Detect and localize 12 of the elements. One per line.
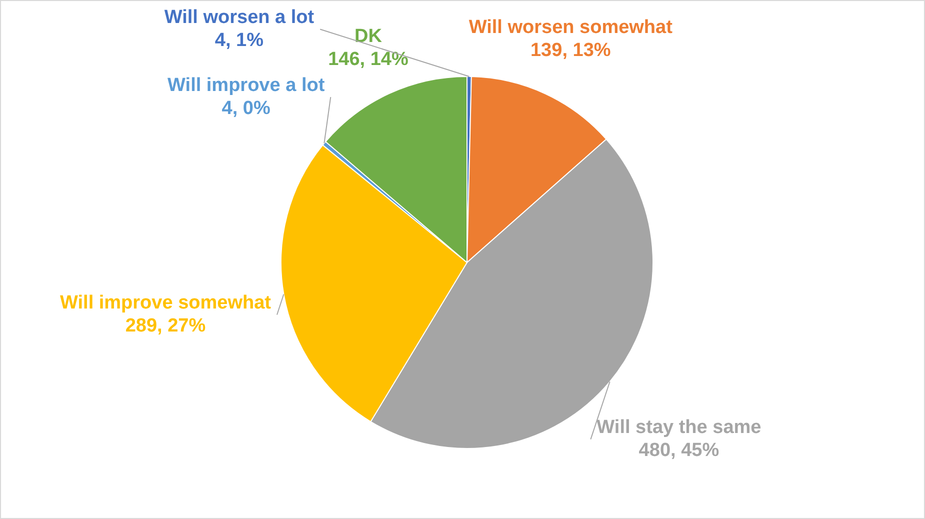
slice-label: DK: [354, 26, 382, 47]
data-label: 146, 14%: [328, 48, 408, 70]
slice-label: Will worsen somewhat: [468, 17, 674, 38]
data-label: 480, 45%: [638, 440, 720, 462]
data-label: 4, 1%: [214, 30, 264, 52]
slice-label: Will worsen a lot: [164, 7, 315, 28]
slice-label: Will stay the same: [596, 417, 762, 438]
data-label: 139, 13%: [530, 40, 611, 62]
slice-label: Will improve somewhat: [60, 292, 272, 314]
data-label: 4, 0%: [222, 98, 270, 119]
slice-label: Will improve a lot: [168, 74, 326, 96]
data-label: 289, 27%: [125, 315, 206, 336]
